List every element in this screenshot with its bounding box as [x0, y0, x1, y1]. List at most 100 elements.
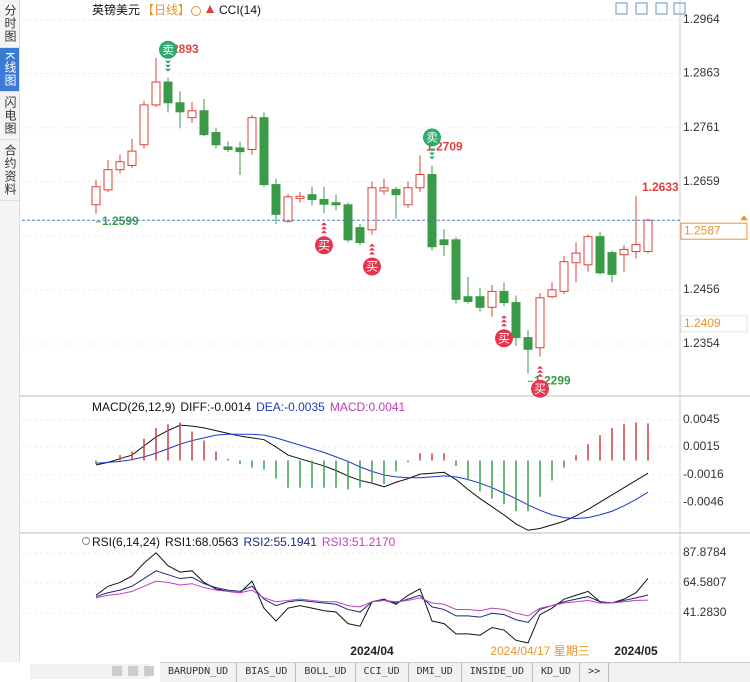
indicator-tab[interactable]: BARUPDN_UD [160, 663, 238, 682]
y-tick-label: 1.2659 [683, 174, 720, 188]
candle-body [115, 161, 125, 171]
candle-body [319, 198, 329, 205]
indicator-tab[interactable]: CCI_UD [356, 663, 409, 682]
rsi-line [95, 580, 649, 617]
signal-label: 买 [366, 260, 378, 274]
indicator-tab[interactable]: DMI_UD [409, 663, 462, 682]
signal-arrow [165, 60, 171, 64]
legend-value: 51.2170 [352, 535, 396, 549]
sidebar-tab[interactable]: 合约资料 [0, 140, 19, 202]
legend-name: RSI1 [165, 535, 192, 549]
last-price-arrow [740, 215, 748, 221]
signal-label: 买 [318, 238, 330, 252]
candle-body [355, 227, 365, 244]
candle-body [619, 248, 629, 256]
candle-body [271, 184, 281, 215]
candle-body [475, 296, 485, 308]
y-tick-label: 41.2830 [683, 605, 727, 619]
icon[interactable] [615, 2, 628, 15]
candle-body [523, 337, 533, 350]
signal-label: 卖 [426, 131, 438, 145]
signal-arrow [165, 64, 171, 68]
icon[interactable] [635, 2, 648, 15]
legend-name: RSI2 [243, 535, 270, 549]
candle-body [571, 252, 581, 264]
signal-arrow [321, 230, 327, 234]
candle-body [307, 194, 317, 200]
sidebar-tab[interactable]: 分时图 [0, 0, 19, 48]
signal-arrow [501, 315, 507, 319]
sidebar-tab[interactable]: K线图 [0, 48, 19, 93]
y-tick-label: 87.8784 [683, 545, 727, 559]
indicator-tab[interactable]: BOLL_UD [296, 663, 356, 682]
icon[interactable] [673, 2, 686, 15]
panel-title: RSI(6,14,24) [92, 535, 160, 549]
legend-value: 55.1941 [274, 535, 318, 549]
legend-value: -0.0035 [284, 400, 325, 414]
sidebar-tab[interactable]: 闪电图 [0, 92, 19, 141]
indicator-tabs: BARUPDN_UD BIAS_UD BOLL_UD CCI_UD DMI_UD INSI… [160, 662, 750, 682]
candle-body [535, 297, 545, 349]
icon[interactable] [144, 666, 154, 676]
signal-arrow [501, 323, 507, 327]
candle-body [139, 104, 149, 146]
last-price-box [680, 222, 748, 240]
legend-separator: : [270, 535, 273, 549]
y-tick-label: 1.2964 [683, 12, 720, 26]
subtitle: 【日线】 [142, 3, 190, 17]
high-label: 1.2633 [642, 180, 679, 194]
candle-body [643, 219, 653, 253]
candle-body [367, 187, 377, 231]
add-icon[interactable] [191, 6, 201, 16]
candle-body [283, 196, 293, 222]
legend-separator: : [192, 535, 195, 549]
candle-body [223, 146, 233, 151]
candle-body [415, 173, 425, 189]
indicator-tab[interactable]: KD_UD [533, 663, 581, 682]
signal-arrow [429, 156, 435, 160]
indicator-tab[interactable]: >> [580, 663, 610, 682]
candle-body [91, 186, 101, 206]
signal-badge [495, 329, 513, 348]
candle-body [151, 81, 161, 106]
candle-body [211, 132, 221, 146]
icon[interactable] [112, 666, 122, 676]
legend-value: 0.0041 [369, 400, 406, 414]
indicator-tab[interactable]: BIAS_UD [237, 663, 297, 682]
legend-name: MACD [330, 400, 366, 414]
candle-body [391, 188, 401, 196]
candle-body [235, 147, 245, 153]
candle-body [463, 296, 473, 302]
candle-body [559, 261, 569, 292]
settings-icon[interactable] [82, 537, 90, 545]
legend-separator: : [281, 400, 284, 414]
x-tick-label: 2024/04 [350, 644, 394, 658]
icon[interactable] [655, 2, 668, 15]
candle-body [439, 239, 449, 246]
signal-arrow [429, 152, 435, 156]
signal-arrow [321, 226, 327, 230]
indicator-icon [206, 5, 214, 13]
signal-arrow [369, 247, 375, 251]
background [20, 0, 750, 662]
candle-body [247, 117, 257, 151]
signal-badge [423, 128, 441, 147]
signal-badge [531, 379, 549, 398]
y-tick-label: 0.0015 [683, 439, 720, 453]
legend-separator: : [207, 400, 210, 414]
candle-body [103, 169, 113, 191]
signal-arrow [321, 222, 327, 226]
candle-body [607, 252, 617, 275]
icon[interactable] [128, 666, 138, 676]
candle-body [487, 290, 497, 308]
signal-label: 卖 [162, 43, 174, 57]
indicator-tab[interactable]: INSIDE_UD [462, 663, 533, 682]
y-tick-label: 1.2761 [683, 120, 720, 134]
toolbar-icons[interactable] [615, 2, 686, 15]
legend: RSI(6,14,24) RSI1:68.0563 RSI2:55.1941 RSI3… [92, 535, 396, 549]
legend-name: DIFF [180, 400, 207, 414]
y-tick-label: -0.0016 [683, 467, 724, 481]
signal-badge [315, 236, 333, 255]
signal-arrow [429, 148, 435, 152]
